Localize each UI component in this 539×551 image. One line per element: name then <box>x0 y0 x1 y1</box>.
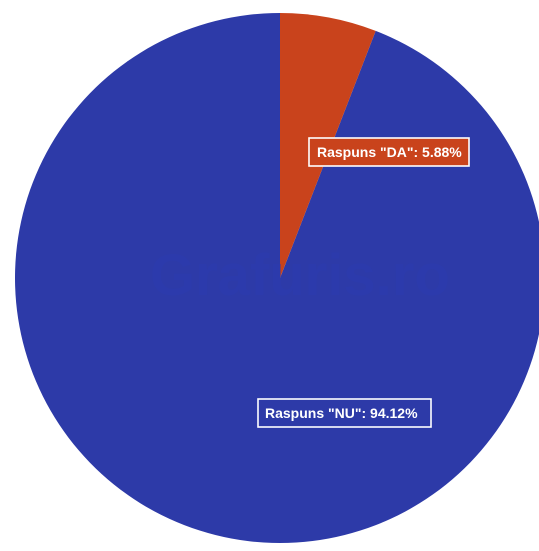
label-nu-text: Raspuns "NU": 94.12% <box>265 405 418 421</box>
label-nu-box <box>257 398 432 428</box>
label-da-box <box>308 137 470 167</box>
label-nu: Raspuns "NU": 94.12% <box>257 398 432 428</box>
label-da-text: Raspuns "DA": 5.88% <box>317 144 462 160</box>
watermark-text: Grafuris.ro <box>150 243 450 308</box>
label-da: Raspuns "DA": 5.88% <box>308 137 470 167</box>
